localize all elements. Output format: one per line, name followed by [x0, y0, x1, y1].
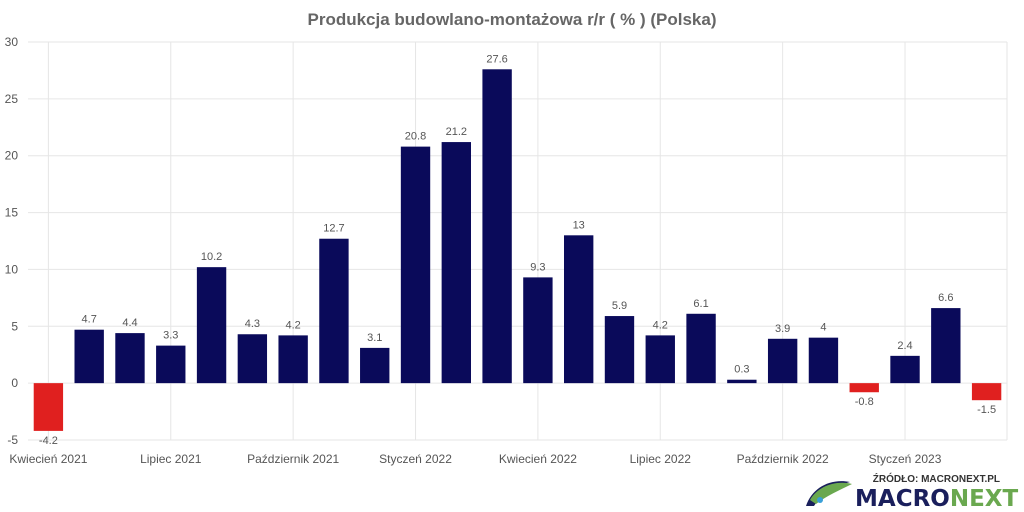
bar: [523, 277, 553, 384]
bar: [482, 69, 512, 384]
bar-series: [33, 69, 1002, 431]
data-label: 6.6: [938, 292, 953, 304]
data-label: -1.5: [977, 404, 996, 416]
data-label: 4.2: [653, 319, 668, 331]
logo-text: MACRONEXT: [855, 486, 1019, 512]
bar: [196, 267, 227, 384]
data-label: 12.7: [323, 223, 344, 235]
data-label: 4.2: [285, 319, 300, 331]
chart-title: Produkcja budowlano-montażowa r/r ( % ) …: [308, 10, 717, 29]
data-label: 3.1: [367, 332, 382, 344]
data-labels: -4.2 4.7 4.4 3.3 10.2 4.3 4.2 12.7 3.1 20.8 21.2 27…: [39, 53, 996, 447]
bar: [319, 238, 349, 384]
bar: [686, 313, 716, 384]
bar: [849, 383, 879, 393]
y-tick-label: 15: [5, 206, 19, 220]
data-label: 3.9: [775, 323, 790, 335]
bar: [74, 329, 104, 384]
source-label: ŹRÓDŁO: MACRONEXT.PL: [873, 472, 1000, 485]
y-tick-label: 25: [5, 92, 19, 106]
data-label: 4.7: [82, 314, 97, 326]
logo-text-macro: MACRO: [855, 486, 950, 512]
bar: [931, 308, 961, 384]
data-label: 6.1: [693, 298, 708, 310]
data-label: 27.6: [486, 53, 507, 65]
y-tick-label: 10: [5, 262, 19, 276]
bar: [971, 383, 1002, 401]
y-tick-label: 20: [5, 149, 19, 163]
bar: [278, 335, 308, 384]
bar: [400, 146, 431, 384]
x-tick-label: Kwiecień 2022: [499, 452, 577, 466]
data-label: -4.2: [39, 435, 58, 447]
x-tick-label: Październik 2021: [247, 452, 339, 466]
data-label: 20.8: [405, 131, 426, 143]
data-label: 4.3: [245, 318, 260, 330]
bar: [237, 334, 268, 384]
bar: [441, 142, 471, 384]
x-axis: Kwiecień 2021 Lipiec 2021 Październik 2021…: [9, 452, 941, 466]
bar: [808, 337, 839, 384]
bar: [890, 355, 920, 384]
x-tick-label: Lipiec 2021: [140, 452, 202, 466]
data-label: 5.9: [612, 300, 627, 312]
source-credit: ŹRÓDŁO: MACRONEXT.PL: [873, 472, 1000, 485]
data-label: 4.4: [122, 317, 137, 329]
data-label: 13: [573, 219, 585, 231]
bar: [604, 316, 635, 384]
data-label: 21.2: [446, 126, 467, 138]
x-tick-label: Kwiecień 2021: [9, 452, 87, 466]
bar: [156, 345, 186, 384]
x-tick-label: Lipiec 2022: [630, 452, 692, 466]
x-tick-label: Styczeń 2022: [379, 452, 452, 466]
data-label: -0.8: [855, 396, 874, 408]
y-tick-label: 30: [5, 35, 19, 49]
data-label: 9.3: [530, 261, 545, 273]
y-tick-label: 5: [11, 319, 18, 333]
leaf-icon: [806, 481, 852, 506]
bar: [645, 335, 675, 384]
bar: [727, 379, 757, 384]
y-tick-label: -5: [7, 433, 18, 447]
x-tick-label: Październik 2022: [737, 452, 829, 466]
data-label: 4: [820, 322, 826, 334]
data-label: 3.3: [163, 330, 178, 342]
data-label: 0.3: [734, 364, 749, 376]
bar: [360, 347, 390, 384]
bar: [767, 338, 798, 384]
data-label: 10.2: [201, 251, 222, 263]
x-tick-label: Styczeń 2023: [869, 452, 942, 466]
macronext-logo: MACRONEXT: [806, 481, 1019, 512]
logo-text-next: NEXT: [950, 486, 1019, 512]
y-tick-label: 0: [11, 376, 18, 390]
bar: [564, 235, 594, 384]
bar: [33, 383, 64, 431]
bar: [115, 333, 145, 384]
data-label: 2.4: [897, 340, 912, 352]
y-axis: -5 0 5 10 15 20 25 30: [5, 35, 19, 447]
